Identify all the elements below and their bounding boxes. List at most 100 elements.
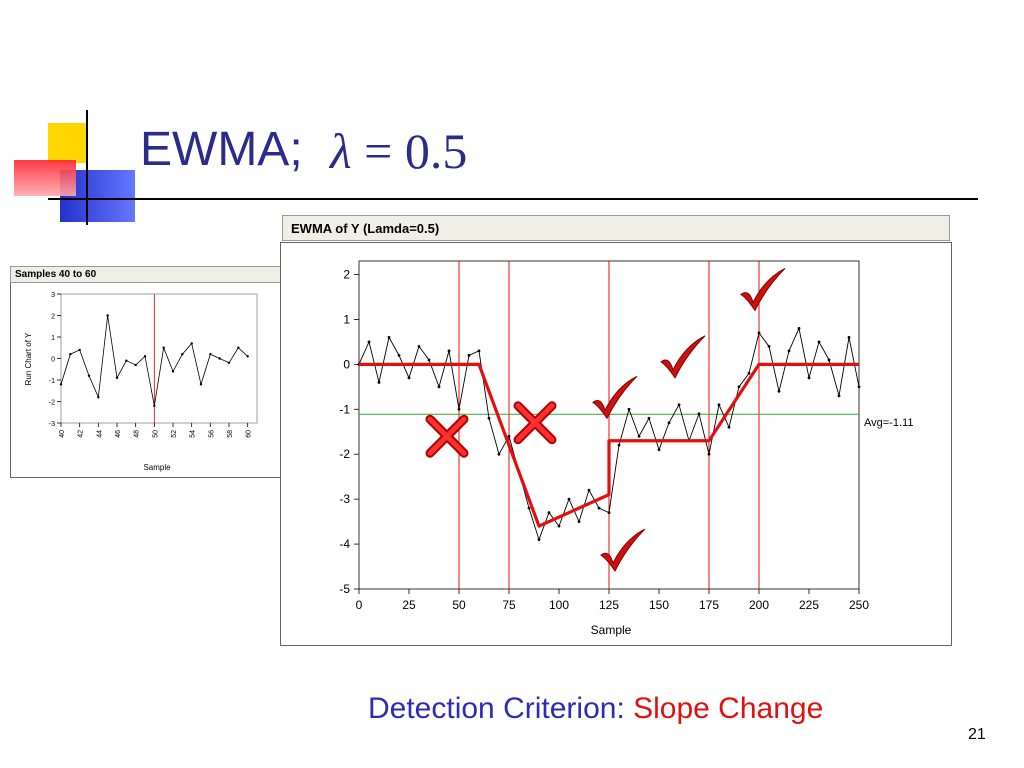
mini-point <box>171 370 175 373</box>
main-ewma-point <box>597 506 601 510</box>
mini-xtick-label: 42 <box>78 430 85 438</box>
mini-point <box>190 342 193 345</box>
main-ewma-point <box>847 335 851 339</box>
main-ewma-point <box>827 358 831 362</box>
footer-label: Detection Criterion: <box>368 692 634 725</box>
main-ewma-point <box>477 349 481 353</box>
mini-xtick-label: 52 <box>171 430 178 438</box>
main-ewma-point <box>557 524 561 528</box>
main-ewma-point <box>837 394 841 398</box>
mini-chart-title: Samples 40 to 60 <box>15 269 97 280</box>
mini-chart-svg: 3 2 1 0 -1 -2 -3 40 42 44 46 48 50 52 54 56 58 60 Run Ch… <box>24 292 258 472</box>
lambda-symbol: λ <box>330 123 352 179</box>
mini-point <box>134 363 137 367</box>
mini-xtick-label: 58 <box>227 430 234 438</box>
main-xtick-label: 50 <box>452 598 466 612</box>
main-ewma-point <box>567 497 571 501</box>
mini-ytick-label: 3 <box>51 292 55 299</box>
check-icon-shape <box>740 268 786 312</box>
main-xtick-label: 100 <box>549 598 569 612</box>
main-chart-header: EWMA of Y (Lamda=0.5) <box>282 215 950 241</box>
main-ewma-point <box>507 434 511 438</box>
main-xtick-label: 175 <box>699 598 719 612</box>
main-ewma-point <box>727 425 731 429</box>
main-ytick-label: 0 <box>343 357 350 371</box>
main-ytick-label: -4 <box>339 537 350 551</box>
mini-point <box>237 346 240 349</box>
main-ytick-label: 1 <box>343 312 350 326</box>
main-ewma-point <box>627 407 631 411</box>
main-ewma-point <box>467 353 471 357</box>
mini-xtick-label: 44 <box>96 430 103 438</box>
main-ewma-point <box>797 326 801 330</box>
main-ewma-point <box>537 538 541 541</box>
mini-xlabel: Sample <box>143 463 171 472</box>
mini-point <box>143 355 147 358</box>
main-ytick-label: -1 <box>339 402 350 416</box>
deco-red-square <box>14 160 76 196</box>
mini-point <box>115 376 119 380</box>
main-ytick-label: -5 <box>339 582 350 596</box>
main-ewma-point <box>617 443 621 447</box>
main-ewma-point <box>737 385 741 389</box>
mini-ytick-label: -3 <box>49 421 55 428</box>
main-ewma-point <box>397 353 401 357</box>
main-ewma-point <box>767 344 771 348</box>
main-ewma-point <box>547 511 551 515</box>
main-chart-title: EWMA of Y (Lamda=0.5) <box>291 221 440 236</box>
mini-chart-panel: 3 2 1 0 -1 -2 -3 40 42 44 46 48 50 52 54 56 58 60 Run Ch… <box>10 282 310 478</box>
lambda-value: 0.5 <box>404 123 468 179</box>
main-ewma-point <box>497 452 501 456</box>
mini-xtick-label: 48 <box>134 430 141 438</box>
mini-xtick-label: 54 <box>190 430 197 438</box>
main-ewma-point <box>857 385 861 389</box>
main-ytick-label: -3 <box>339 492 350 506</box>
main-xtick-label: 200 <box>749 598 769 612</box>
main-ewma-point <box>817 340 821 344</box>
mini-point <box>97 396 100 399</box>
main-ewma-point <box>747 371 751 375</box>
mini-point <box>125 359 128 362</box>
cross-icon <box>513 401 557 445</box>
main-avg-label: Avg=-1.11 <box>864 417 913 429</box>
main-ewma-point <box>487 416 491 420</box>
mini-ytick-label: 0 <box>51 357 55 364</box>
mini-point <box>69 353 72 356</box>
main-ewma-point <box>717 403 721 407</box>
mini-xtick-label: 46 <box>115 430 122 438</box>
equals-sign: = <box>351 123 405 179</box>
main-ewma-point <box>367 340 371 344</box>
mini-ytick-label: -2 <box>49 400 55 407</box>
footer-highlight: Slope Change <box>633 692 824 725</box>
main-ewma-point <box>657 448 661 452</box>
main-xtick-label: 25 <box>402 598 416 612</box>
main-trend-line <box>359 362 859 528</box>
check-icon-shape <box>592 375 638 420</box>
main-ewma-point <box>527 506 531 510</box>
check-icon <box>600 528 646 573</box>
main-ytick-label: 2 <box>343 267 350 281</box>
main-ewma-point <box>577 520 581 524</box>
main-ewma-point <box>607 511 611 515</box>
main-ewma-point <box>377 380 381 384</box>
mini-plot-frame <box>60 293 258 424</box>
main-xtick-label: 75 <box>502 598 516 612</box>
mini-point <box>246 355 249 358</box>
mini-ytick-label: -1 <box>49 378 55 385</box>
mini-point <box>209 353 212 356</box>
mini-point <box>199 383 203 386</box>
mini-ytick-label: 2 <box>51 314 55 321</box>
mini-chart-header: Samples 40 to 60 <box>10 266 310 283</box>
main-ewma-point <box>807 376 811 380</box>
main-ytick-label: -2 <box>339 447 350 461</box>
main-ewma-point <box>787 349 791 353</box>
footer-caption: Detection Criterion: Slope Change <box>368 692 823 726</box>
check-icon-shape <box>660 335 706 379</box>
main-xlabel: Sample <box>591 623 632 637</box>
main-chart-svg: 2 1 0 -1 -2 -3 -4 -5 0 25 50 75 100 125 150 175 200 225 2… <box>339 260 913 637</box>
main-ewma-point <box>667 421 671 425</box>
main-ewma-point <box>697 412 701 416</box>
mini-point <box>162 346 165 349</box>
main-ewma-point <box>447 349 451 353</box>
mini-point <box>59 383 63 386</box>
